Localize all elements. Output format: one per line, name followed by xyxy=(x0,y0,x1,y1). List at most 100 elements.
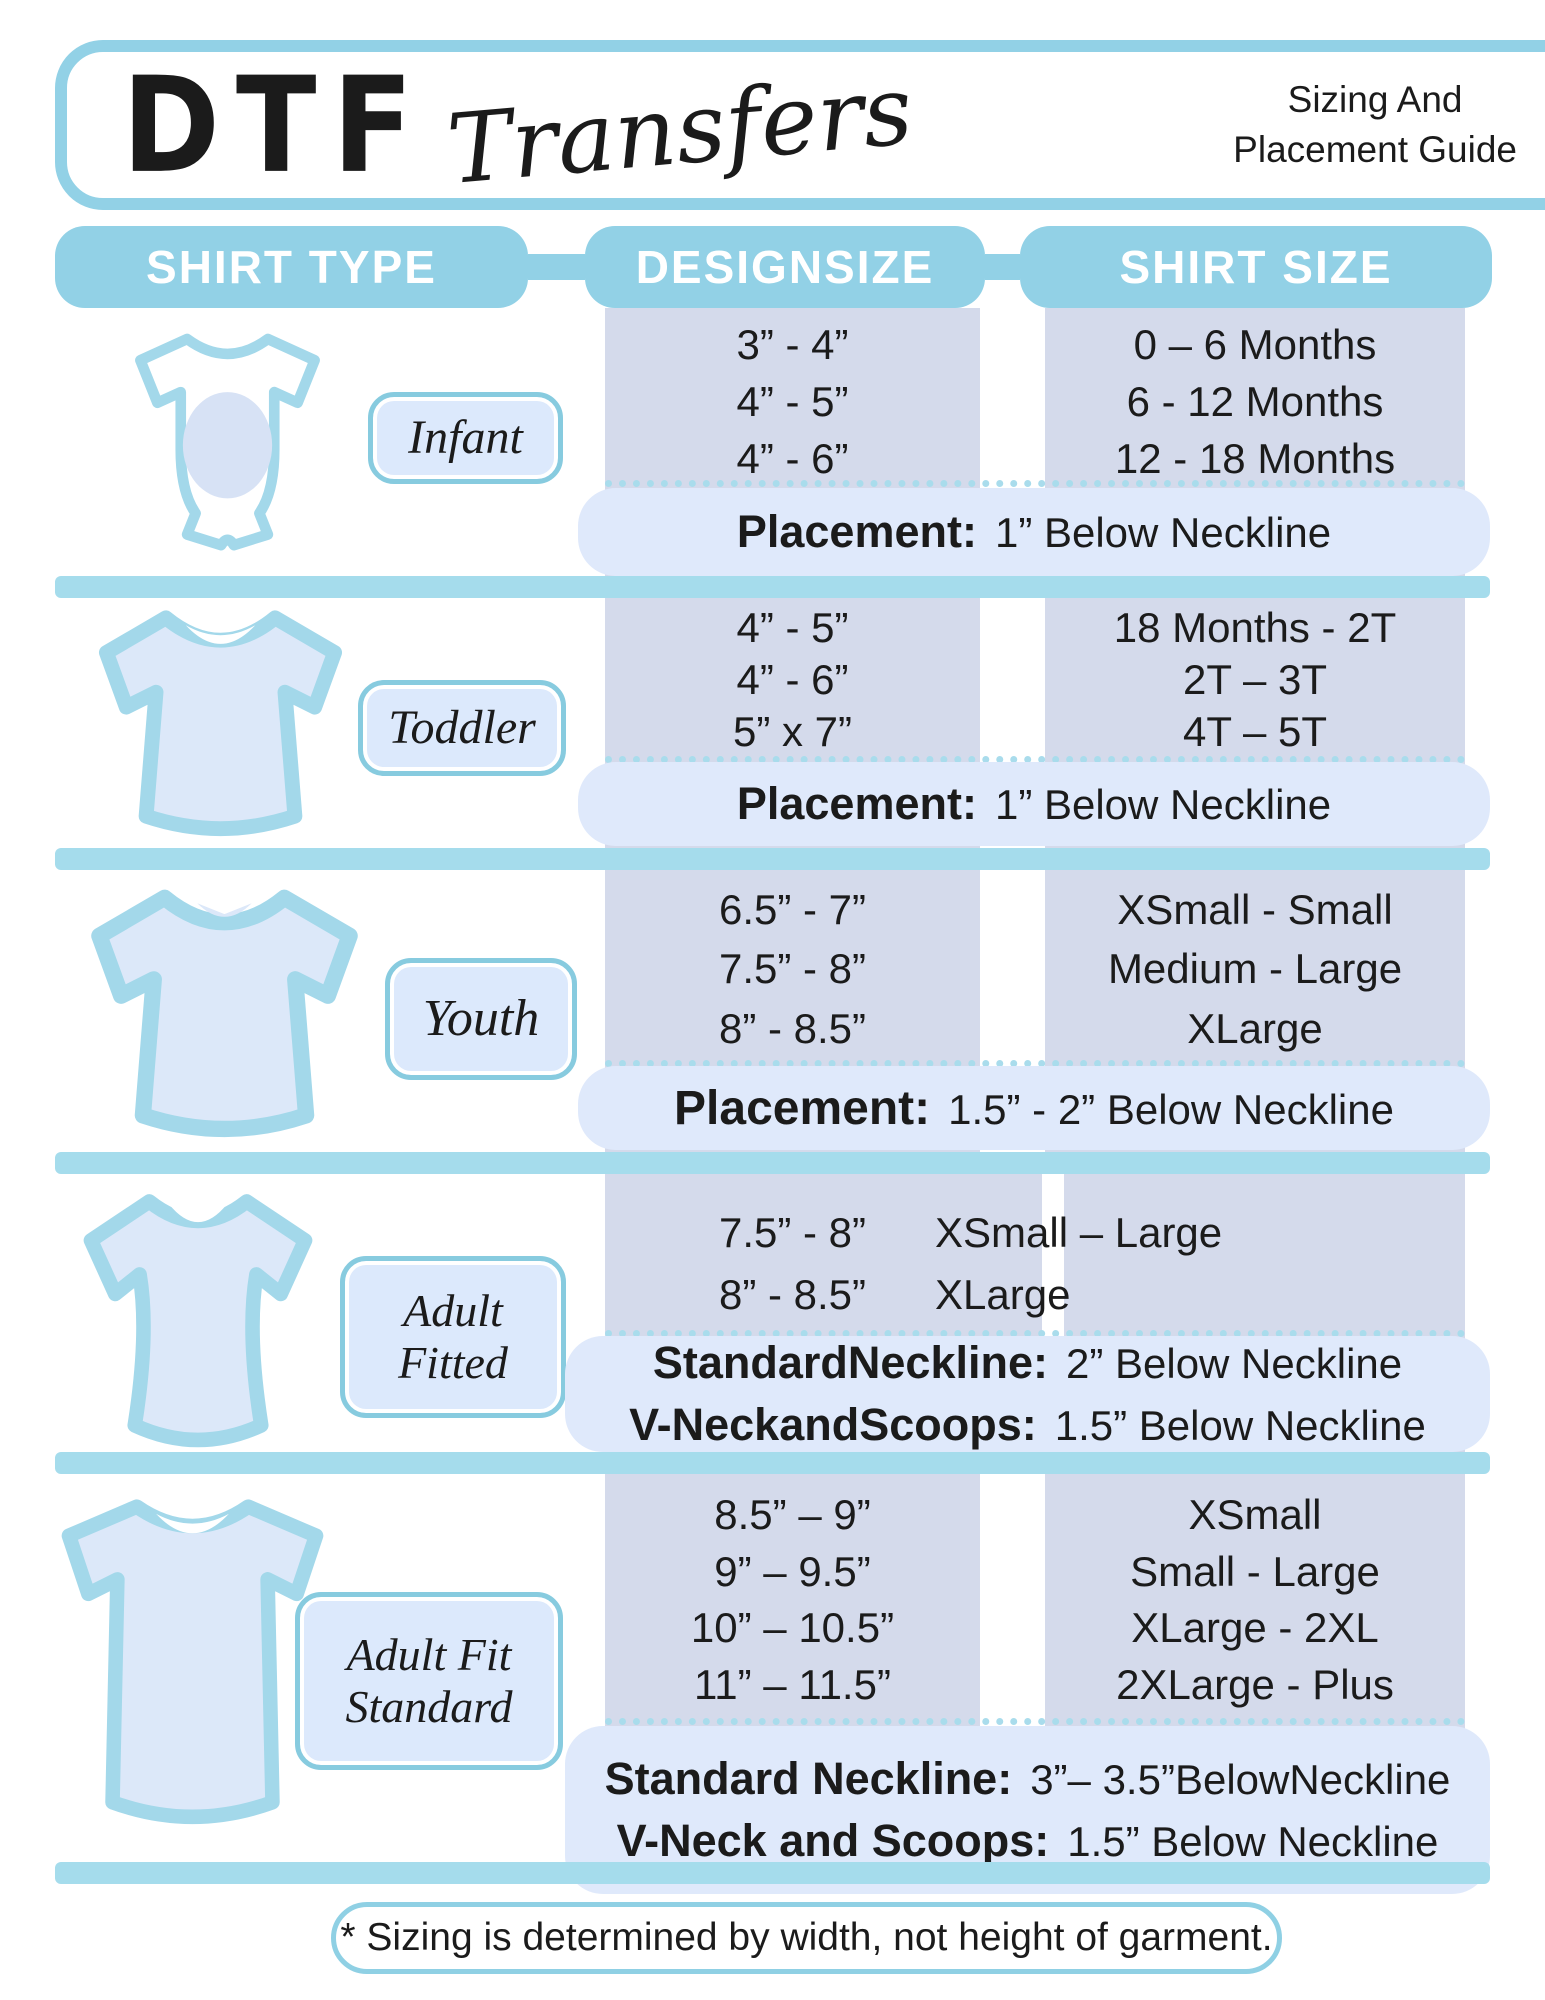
row-label-youth-text: Youth xyxy=(422,989,540,1047)
footer-note: * Sizing is determined by width, not hei… xyxy=(331,1902,1282,1974)
row-label-line: Adult xyxy=(403,1285,503,1337)
dotted-separator-youth xyxy=(605,1060,1465,1067)
design-size-value: 8.5” – 9” xyxy=(714,1490,871,1538)
placement-value: 1.5” - 2” Below Neckline xyxy=(948,1085,1394,1133)
dotted-separator-adult-fitted xyxy=(605,1330,1465,1337)
shirt-size-value: 0 – 6 Months xyxy=(1133,321,1377,368)
placement-value: 2” Below Neckline xyxy=(1065,1340,1403,1387)
shirt-size-value: Small - Large xyxy=(1130,1547,1380,1595)
title-script: Transfers xyxy=(443,53,917,207)
section-divider-1 xyxy=(55,576,1490,598)
placement-bar-infant: Placement: 1” Below Neckline xyxy=(578,488,1490,576)
placement-value: 1” Below Neckline xyxy=(994,781,1332,828)
adult-fitted-shirt-icon xyxy=(83,1194,313,1448)
placement-bar-youth: Placement: 1.5” - 2” Below Neckline xyxy=(578,1066,1490,1150)
shirt-size-value: XLarge - 2XL xyxy=(1131,1604,1379,1652)
row-label-toddler-text: Toddler xyxy=(388,701,536,755)
shirt-sizes-youth: XSmall - Small Medium - Large XLarge xyxy=(1045,874,1465,1064)
shirt-size-value: Medium - Large xyxy=(1107,945,1403,992)
design-size-value: 10” – 10.5” xyxy=(690,1604,895,1652)
section-divider-2 xyxy=(55,848,1490,870)
design-size-value: 11” – 11.5” xyxy=(694,1661,891,1709)
shirt-size-value: 18 Months - 2T xyxy=(1113,604,1397,651)
shirt-size-value: XSmall xyxy=(1188,1490,1322,1538)
placement-bar-toddler: Placement: 1” Below Neckline xyxy=(578,762,1490,846)
placement-value: 1” Below Neckline xyxy=(994,509,1332,556)
row-label-line: Standard xyxy=(345,1681,513,1732)
pill-connector-1 xyxy=(528,254,585,280)
row-label-line: Adult Fit xyxy=(346,1629,512,1681)
infant-onesie-icon xyxy=(135,333,320,551)
title-main: DTF xyxy=(122,47,430,203)
placement-label: Placement: xyxy=(736,506,977,557)
design-size-value: 5” x 7” xyxy=(732,708,853,755)
placement-label: Placement: xyxy=(674,1081,931,1135)
shirt-sizes-toddler: 18 Months - 2T 2T – 3T 4T – 5T xyxy=(1045,600,1465,760)
design-size-value: 6.5” - 7” xyxy=(718,885,867,933)
placement-value: 1.5” Below Neckline xyxy=(1067,1818,1439,1865)
row-label-line: Fitted xyxy=(398,1337,508,1388)
row-label-adult-fitted: Adult Fitted xyxy=(340,1256,566,1418)
design-size-value: 7.5” - 8” xyxy=(718,945,867,992)
placement-line: Placement: 1” Below Neckline xyxy=(578,778,1490,830)
design-size-value: 4” - 5” xyxy=(736,604,849,651)
placement-line: V-Neck and Scoops: 1.5” Below Neckline xyxy=(565,1815,1490,1867)
dotted-separator-toddler xyxy=(605,756,1465,763)
placement-value: 3”– 3.5”BelowNeckline xyxy=(1030,1756,1451,1803)
shirt-size-value: 4T – 5T xyxy=(1183,708,1327,755)
shirt-size-value: XLarge xyxy=(1187,1004,1323,1052)
row-label-toddler: Toddler xyxy=(358,680,566,776)
design-sizes-adult-fitted: 7.5” - 8” 8” - 8.5” xyxy=(605,1194,980,1334)
design-sizes-adult-standard: 8.5” – 9” 9” – 9.5” 10” – 10.5” 11” – 11… xyxy=(605,1482,980,1718)
design-size-value: 4” - 6” xyxy=(736,435,849,482)
design-sizes-toddler: 4” - 5” 4” - 6” 5” x 7” xyxy=(605,600,980,760)
placement-value: 1.5” Below Neckline xyxy=(1054,1402,1426,1449)
row-label-adult-standard: Adult Fit Standard xyxy=(295,1592,563,1770)
placement-line: V-NeckandScoops: 1.5” Below Neckline xyxy=(565,1399,1490,1451)
placement-label: StandardNeckline: xyxy=(652,1337,1048,1388)
design-size-value: 8” - 8.5” xyxy=(718,1004,867,1052)
column-header-shirt-size: SHIRT SIZE xyxy=(1020,226,1492,308)
shirt-size-value: XSmall - Small xyxy=(1117,885,1393,933)
placement-label: Standard Neckline: xyxy=(604,1753,1013,1804)
design-sizes-infant: 3” - 4” 4” - 5” 4” - 6” xyxy=(605,312,980,492)
pill-connector-2 xyxy=(985,254,1020,280)
subtitle-line-2: Placement Guide xyxy=(1233,129,1517,170)
shirt-sizes-infant: 0 – 6 Months 6 - 12 Months 12 - 18 Month… xyxy=(1045,312,1465,492)
column-header-design-size: DESIGNSIZE xyxy=(585,226,985,308)
section-divider-5 xyxy=(55,1862,1490,1884)
shirt-sizes-adult-standard: XSmall Small - Large XLarge - 2XL 2XLarg… xyxy=(1045,1482,1465,1718)
dotted-separator-adult-standard xyxy=(605,1718,1465,1725)
shirt-size-value: 2XLarge - Plus xyxy=(1116,1661,1394,1709)
placement-line: StandardNeckline: 2” Below Neckline xyxy=(565,1337,1490,1389)
shirt-size-value: 2T – 3T xyxy=(1183,656,1327,703)
shirt-size-value: XSmall – Large xyxy=(935,1208,1223,1256)
design-size-value: 3” - 4” xyxy=(736,321,849,368)
adult-standard-shirt-icon xyxy=(61,1499,324,1824)
design-size-value: 4” - 5” xyxy=(736,378,849,425)
design-size-value: 8” - 8.5” xyxy=(718,1271,867,1319)
placement-bar-adult-fitted: StandardNeckline: 2” Below Neckline V-Ne… xyxy=(565,1336,1490,1452)
shirt-size-value: 12 - 18 Months xyxy=(1114,435,1396,482)
subtitle: Sizing And Placement Guide xyxy=(1233,75,1535,175)
design-sizes-youth: 6.5” - 7” 7.5” - 8” 8” - 8.5” xyxy=(605,874,980,1064)
section-divider-3 xyxy=(55,1152,1490,1174)
toddler-shirt-icon xyxy=(98,610,343,837)
column-header-shirt-type: SHIRT TYPE xyxy=(55,226,528,308)
header-box: DTF Transfers Sizing And Placement Guide xyxy=(55,40,1545,210)
youth-shirt-icon xyxy=(91,889,358,1138)
placement-label: V-Neck and Scoops: xyxy=(616,1815,1050,1866)
shirt-size-value: 6 - 12 Months xyxy=(1126,378,1384,425)
row-label-youth: Youth xyxy=(385,958,577,1080)
shirt-size-value: XLarge xyxy=(935,1271,1071,1319)
design-size-value: 9” – 9.5” xyxy=(714,1547,871,1595)
dotted-separator-infant xyxy=(605,480,1465,487)
section-divider-4 xyxy=(55,1452,1490,1474)
footer-note-text: * Sizing is determined by width, not hei… xyxy=(340,1916,1273,1959)
row-label-infant: Infant xyxy=(368,392,563,484)
placement-line: Standard Neckline: 3”– 3.5”BelowNeckline xyxy=(565,1753,1490,1805)
placement-label: V-NeckandScoops: xyxy=(629,1399,1037,1450)
placement-line: Placement: 1.5” - 2” Below Neckline xyxy=(578,1081,1490,1136)
design-size-value: 7.5” - 8” xyxy=(718,1208,867,1256)
